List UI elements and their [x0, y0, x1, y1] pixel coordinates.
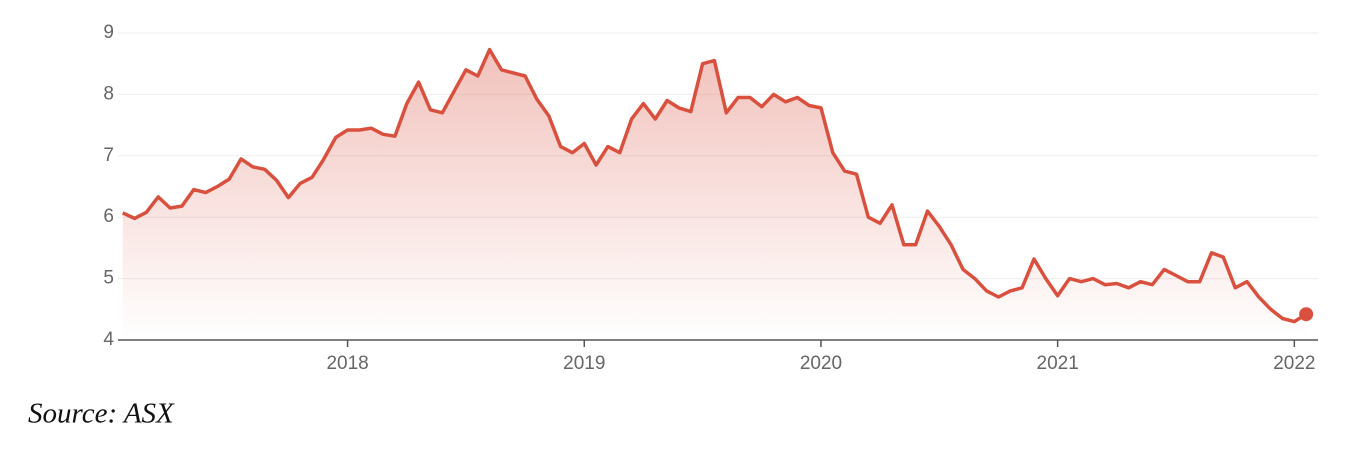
source: Source: ASX — [28, 398, 175, 430]
x-tick-label: 2022 — [1273, 353, 1315, 374]
y-tick-label: 4 — [103, 329, 114, 350]
line — [121, 47, 1308, 324]
x-tick-label: 2021 — [1037, 353, 1079, 374]
y-tick-label: 7 — [103, 145, 114, 166]
x-tick-label: 2018 — [326, 353, 368, 374]
area — [122, 49, 1307, 340]
y-tick-label: 5 — [103, 268, 114, 289]
x-tick-label: 2020 — [800, 353, 842, 374]
y-tick-label: 9 — [103, 22, 114, 43]
end-marker — [1299, 307, 1314, 322]
y-tick-label: 6 — [103, 206, 114, 227]
x-tick-label: 2019 — [563, 353, 605, 374]
y-tick-label: 8 — [103, 83, 114, 104]
